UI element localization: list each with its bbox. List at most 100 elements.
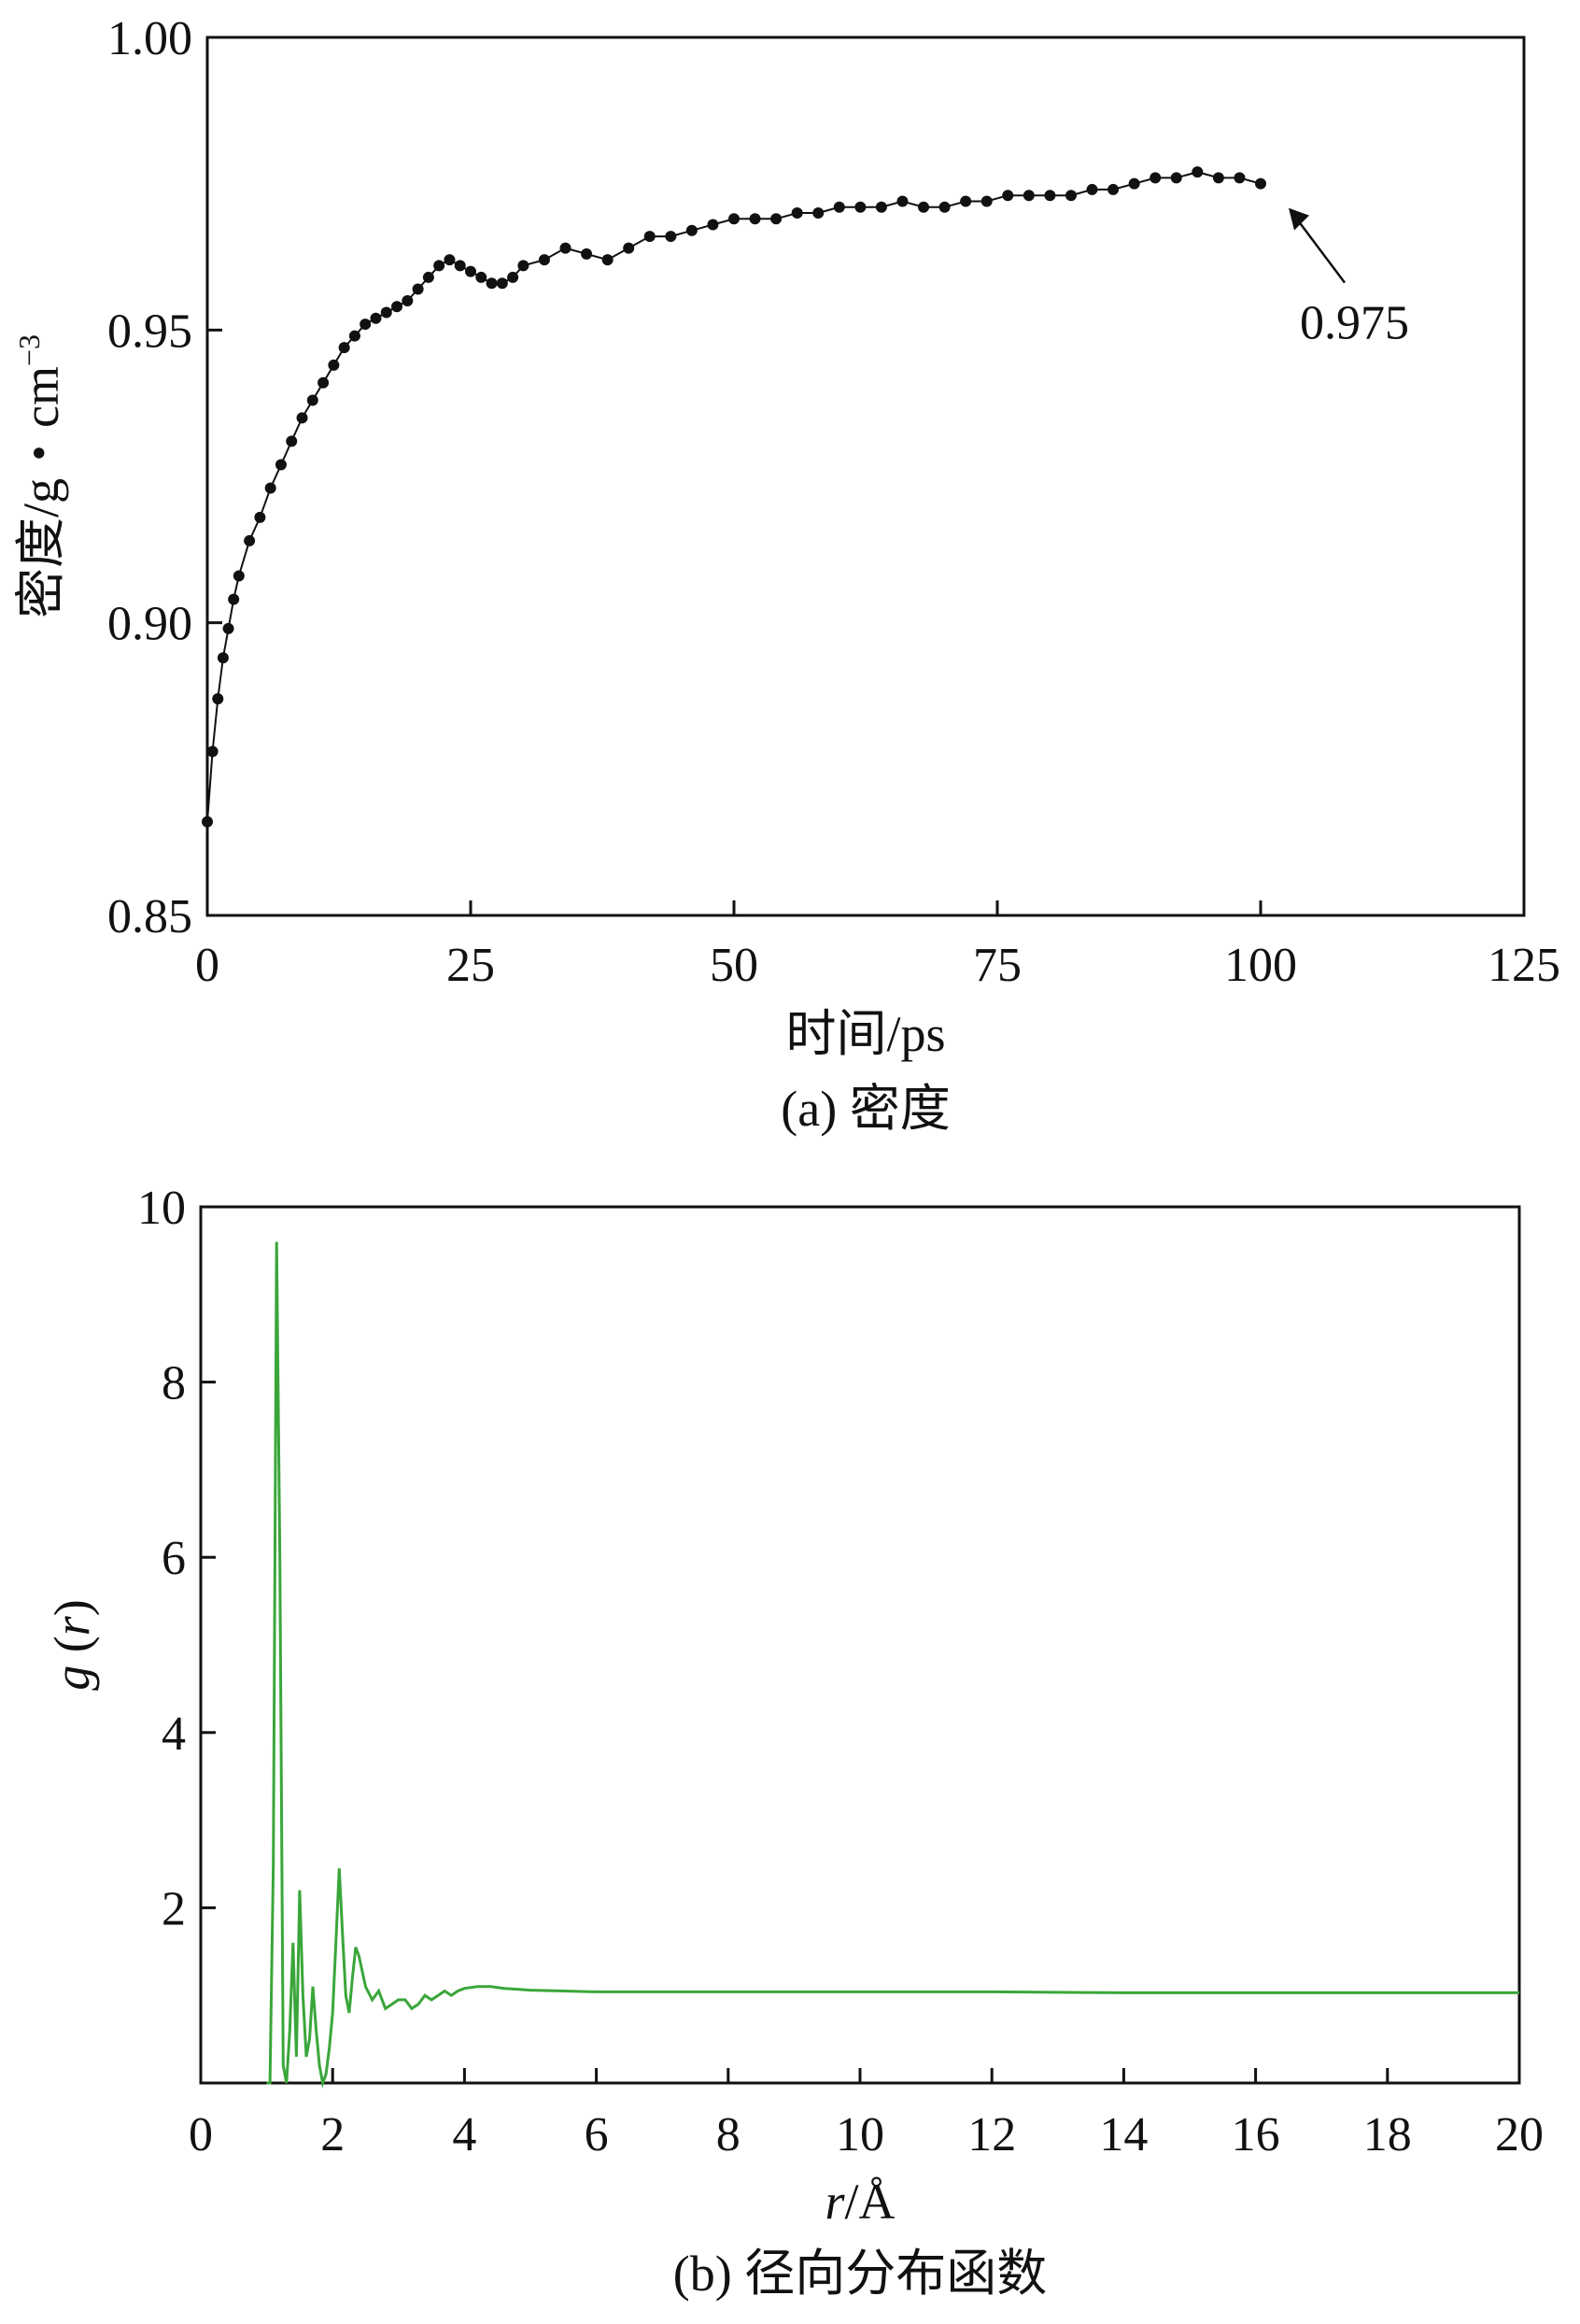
density-series: [202, 166, 1266, 828]
density-series-line: [206, 171, 1262, 822]
density-point: [286, 435, 298, 447]
density-point: [1234, 172, 1246, 184]
density-y-axis-title-superscript: −3: [12, 334, 46, 366]
rdf-x-tick-label: 12: [967, 2108, 1016, 2161]
density-point: [1170, 172, 1182, 184]
density-caption: (a) 密度: [781, 1081, 950, 1137]
density-point: [217, 652, 229, 664]
rdf-x-tick-label: 6: [585, 2108, 609, 2161]
rdf-caption: (b) 径向分布函数: [673, 2246, 1047, 2302]
density-point: [875, 201, 887, 213]
density-point: [728, 213, 740, 225]
density-point: [1023, 190, 1035, 202]
density-point: [370, 312, 382, 324]
density-point: [454, 260, 466, 272]
density-y-axis-title-main: 密度/g・cm: [13, 366, 69, 618]
density-point: [581, 248, 593, 260]
density-plot-area: 0 25 50 75 100 125 0.85 0.90 0.95 1.00: [107, 12, 1560, 992]
density-point: [422, 271, 434, 283]
rdf-x-tick-label: 14: [1099, 2108, 1148, 2161]
rdf-y-axis-close-paren: ): [44, 1599, 100, 1616]
rdf-y-tick-label: 8: [162, 1357, 186, 1410]
density-y-ticks: 0.85 0.90 0.95 1.00: [107, 12, 222, 943]
rdf-x-tick-label: 10: [836, 2108, 884, 2161]
density-plot-frame: [205, 35, 1526, 917]
rdf-x-tick-label: 8: [716, 2108, 741, 2161]
rdf-x-axis-variable: r: [825, 2174, 845, 2230]
density-point: [228, 593, 240, 605]
rdf-y-tick-label: 4: [162, 1708, 186, 1761]
density-point: [391, 301, 403, 313]
rdf-y-axis-open-paren: (: [44, 1636, 100, 1665]
density-point: [749, 213, 761, 225]
density-point: [222, 622, 234, 634]
annotation-arrow: [1293, 214, 1346, 284]
density-point: [896, 195, 909, 207]
density-chart: 0 25 50 75 100 125 0.85 0.90 0.95 1.00 0.975 时间/…: [12, 12, 1560, 1137]
density-point: [1002, 190, 1014, 202]
rdf-x-tick-label: 0: [189, 2108, 213, 2161]
density-final-annotation: 0.975: [1289, 207, 1409, 350]
density-point: [854, 201, 867, 213]
rdf-x-tick-label: 2: [320, 2108, 345, 2161]
rdf-x-tick-label: 18: [1363, 2108, 1412, 2161]
rdf-x-tick-label: 20: [1495, 2108, 1544, 2161]
density-point: [338, 342, 350, 354]
density-y-axis-title: 密度/g・cm−3: [12, 334, 69, 618]
rdf-y-tick-label: 2: [162, 1882, 186, 1935]
rdf-y-axis-title: g (r): [44, 1599, 100, 1690]
rdf-x-axis-title: r/Å: [825, 2174, 895, 2230]
density-point: [960, 195, 972, 207]
density-point: [1086, 183, 1098, 195]
density-point: [1255, 177, 1266, 190]
density-point: [538, 254, 550, 266]
density-point: [507, 271, 519, 283]
density-point: [212, 693, 224, 705]
density-x-tick-label: 75: [973, 939, 1022, 992]
rdf-x-tick-label: 4: [452, 2108, 476, 2161]
density-point: [623, 242, 635, 254]
density-point: [643, 231, 656, 243]
rdf-y-axis-function: g: [44, 1665, 100, 1691]
density-point: [254, 511, 266, 523]
density-point: [348, 330, 360, 342]
density-x-tick-label: 25: [446, 939, 495, 992]
density-point: [980, 195, 993, 207]
density-point: [402, 295, 414, 306]
density-point: [264, 482, 276, 494]
density-x-tick-label: 125: [1488, 939, 1560, 992]
annotation-label: 0.975: [1300, 297, 1409, 350]
density-x-tick-label: 50: [710, 939, 758, 992]
density-point: [770, 213, 783, 225]
density-point: [601, 254, 614, 266]
density-point: [559, 242, 571, 254]
density-y-tick-label: 1.00: [107, 12, 192, 65]
rdf-y-axis-argument: r: [44, 1615, 100, 1636]
density-point: [202, 815, 213, 828]
density-point: [1212, 172, 1224, 184]
density-point: [1044, 190, 1056, 202]
density-point: [244, 534, 256, 546]
rdf-x-axis-unit: /Å: [845, 2174, 896, 2230]
density-point: [1107, 183, 1120, 195]
density-point: [938, 201, 951, 213]
rdf-series-line: [266, 1241, 1519, 2089]
density-y-tick-label: 0.85: [107, 890, 192, 943]
density-point: [1065, 190, 1077, 202]
density-point: [360, 319, 372, 331]
density-point: [486, 277, 498, 290]
density-point: [380, 306, 392, 319]
density-point: [812, 207, 825, 219]
density-y-tick-label: 0.90: [107, 598, 192, 651]
density-point: [1150, 172, 1162, 184]
rdf-x-tick-label: 16: [1232, 2108, 1280, 2161]
density-x-axis-title: 时间/ps: [785, 1006, 945, 1062]
density-y-tick-label: 0.95: [107, 305, 192, 358]
density-point: [233, 570, 245, 582]
density-point: [496, 277, 508, 290]
density-point: [833, 201, 845, 213]
density-point: [918, 201, 930, 213]
density-point: [206, 745, 219, 758]
rdf-y-ticks: 2 4 6 8 10: [137, 1182, 216, 1935]
